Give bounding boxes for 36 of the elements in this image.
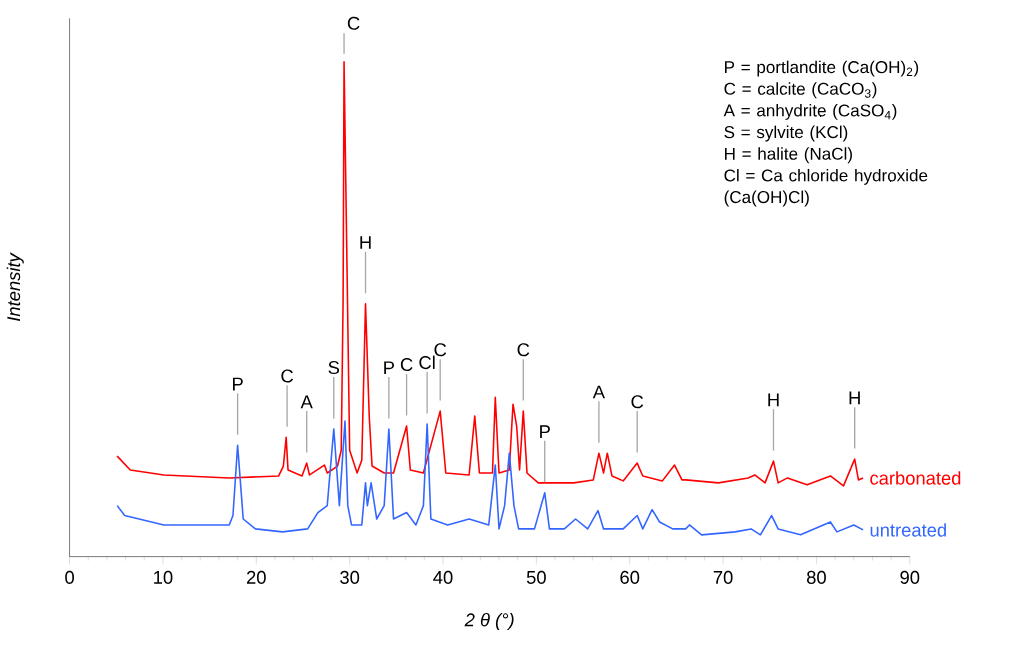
annotation: Cl: [419, 355, 435, 370]
annotation: H = halite (NaCl): [725, 147, 852, 164]
annotation: C: [434, 343, 447, 357]
annotation: A: [300, 395, 313, 409]
x-tick-label: 20: [247, 570, 266, 584]
x-tick-label: 80: [807, 570, 826, 584]
annotation: A = anhydrite (CaSO$_{4}$): [723, 103, 897, 120]
annotation: C: [517, 343, 530, 357]
annotation: C: [347, 16, 360, 30]
x-tick-label: 10: [154, 570, 173, 584]
annotation: H: [768, 393, 779, 407]
annotation: C = calcite (CaCO$_{3}$): [724, 82, 877, 99]
annotation: C: [281, 369, 294, 383]
x-tick-label: 0: [65, 570, 74, 584]
x-tick-label: 40: [433, 570, 453, 584]
annotation: H: [360, 236, 371, 249]
annotation: P: [233, 377, 243, 391]
x-tick-label: 70: [713, 570, 733, 584]
annotation: P = portlandite (Ca(OH)$_{2}$): [725, 60, 919, 77]
x-tick-label: 60: [620, 570, 640, 584]
annotation: Cl = Ca chloride hydroxide (Ca(OH)Cl): [724, 168, 928, 207]
x-tick-label: 30: [340, 570, 360, 584]
annotation: H: [849, 391, 860, 405]
annotation: S = sylvite (KCl): [724, 125, 848, 142]
y-axis-title: Intensity: [6, 252, 24, 321]
series-label: carbonated: [870, 471, 961, 485]
annotation: P: [540, 425, 550, 438]
annotation: P: [384, 361, 395, 374]
annotation: S: [328, 360, 340, 374]
annotation: C: [631, 395, 644, 409]
series-label: untreated: [870, 523, 946, 537]
annotation: C: [400, 357, 413, 372]
x-axis-title: 2 θ (°): [464, 612, 514, 630]
x-tick-label: 90: [900, 570, 920, 584]
annotation: A: [592, 385, 605, 399]
x-tick-label: 50: [526, 570, 546, 584]
